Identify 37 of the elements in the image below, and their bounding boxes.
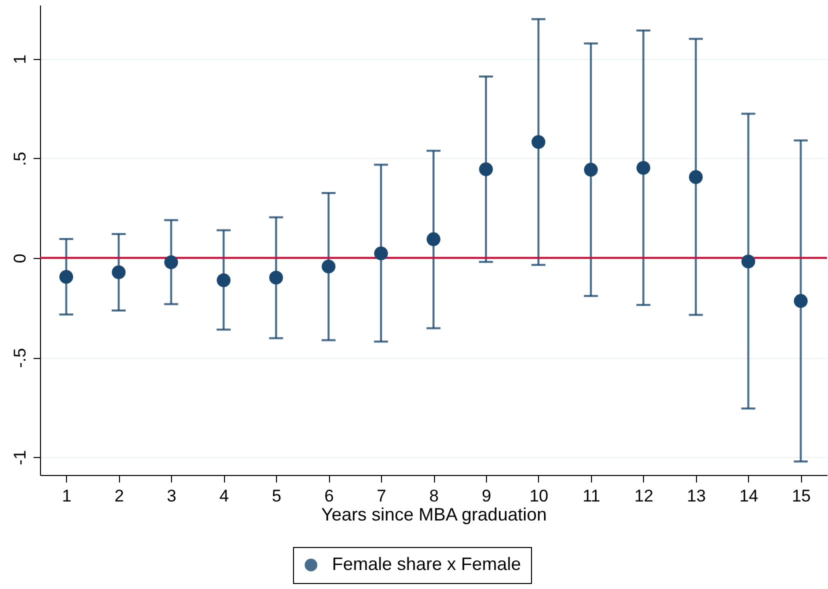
x-tick-label: 13 [686, 486, 706, 506]
x-tick-label: 4 [219, 486, 229, 506]
point [269, 270, 283, 285]
y-tick-label: -1 [10, 450, 30, 466]
point [374, 246, 388, 260]
x-tick-label: 10 [529, 486, 548, 506]
x-tick-label: 9 [482, 486, 492, 506]
point [164, 255, 178, 270]
point [741, 254, 756, 268]
point [688, 170, 703, 184]
x-tick-label: 8 [429, 486, 439, 506]
point [426, 232, 440, 246]
point [59, 270, 74, 284]
point [112, 265, 126, 280]
point [636, 161, 650, 175]
y-tick-label: 1 [10, 54, 30, 64]
x-tick-label: 1 [62, 486, 72, 506]
point [216, 273, 231, 288]
point [322, 260, 336, 274]
y-tick-label: 0 [10, 254, 30, 264]
y-tick-label: -.5 [10, 348, 30, 368]
x-tick-label: 2 [114, 486, 124, 506]
x-axis-title: Years since MBA graduation [321, 504, 547, 524]
point [532, 135, 546, 149]
x-tick-label: 15 [792, 486, 811, 506]
point [794, 294, 808, 308]
point [584, 162, 598, 177]
x-tick-label: 12 [634, 486, 654, 506]
legend-label: Female share x Female [332, 554, 522, 574]
x-tick-label: 6 [324, 486, 334, 506]
x-tick-label: 11 [582, 486, 600, 506]
x-tick-label: 3 [166, 486, 176, 506]
x-tick-label: 14 [739, 486, 758, 506]
y-tick-label: .5 [10, 152, 30, 166]
point [479, 162, 493, 176]
x-tick-label: 5 [272, 486, 282, 506]
x-tick-label: 7 [376, 486, 386, 506]
